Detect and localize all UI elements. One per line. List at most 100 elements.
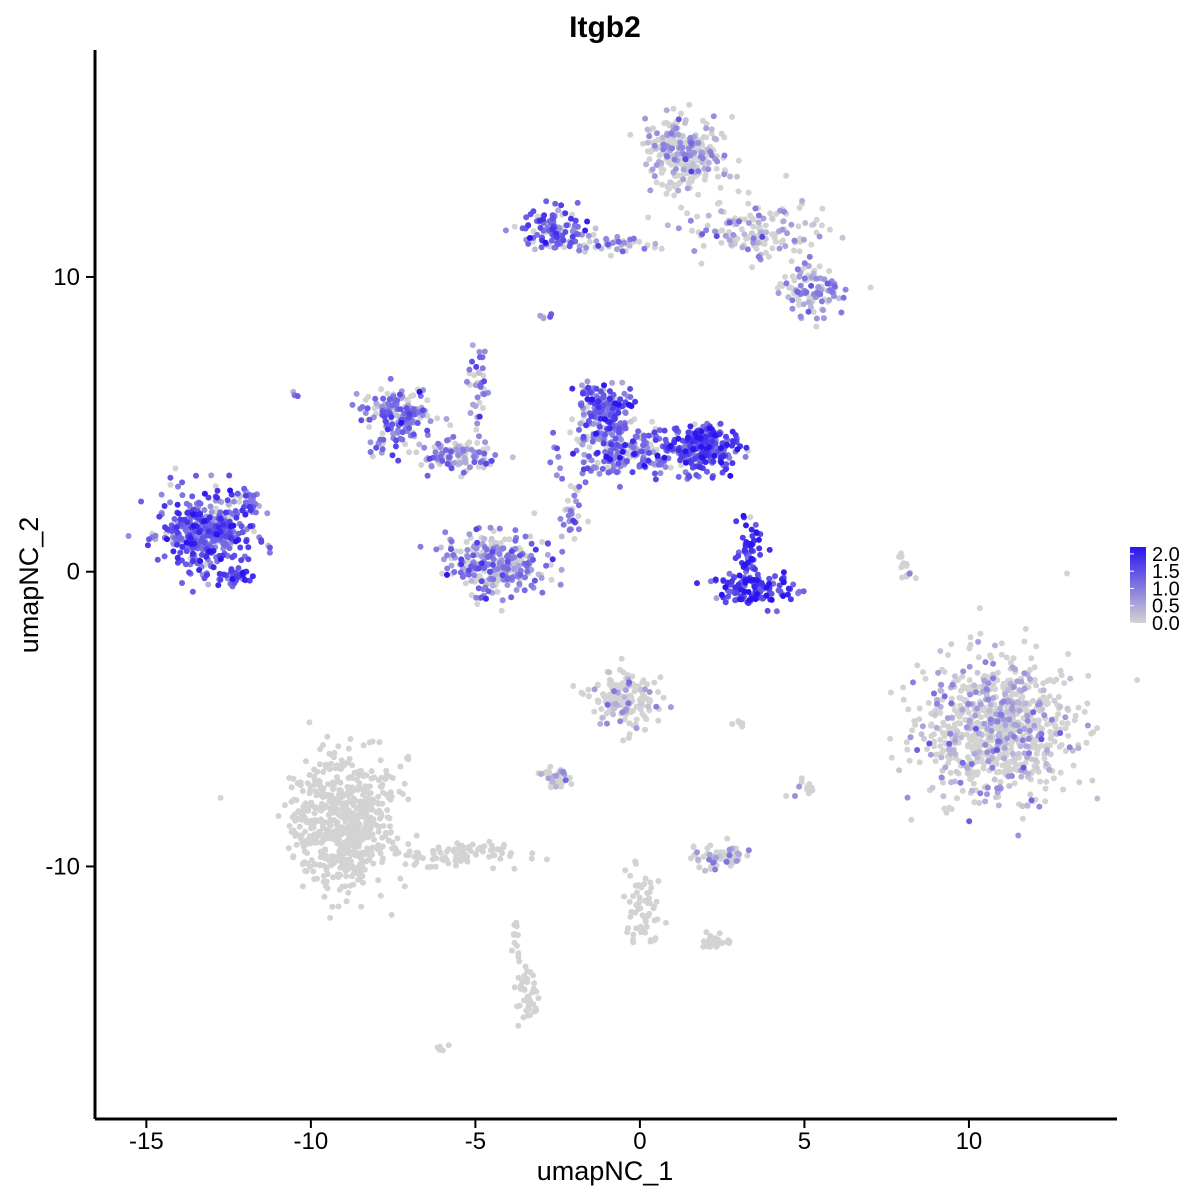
cell-point <box>742 577 749 584</box>
cell-point <box>473 526 480 533</box>
cell-point <box>707 842 714 849</box>
cell-point <box>1015 750 1022 757</box>
cell-point <box>706 856 713 863</box>
cell-point <box>486 838 493 845</box>
cell-point <box>489 561 496 568</box>
cell-point <box>599 714 606 721</box>
cell-point <box>377 850 384 857</box>
cell-point <box>1036 724 1043 731</box>
cell-point <box>370 816 377 823</box>
cell-point <box>384 807 391 813</box>
cell-point <box>596 423 603 430</box>
cell-point <box>641 245 648 252</box>
cell-point <box>567 483 574 489</box>
cell-point <box>695 856 702 863</box>
cell-point <box>410 431 417 438</box>
cell-point <box>1000 698 1007 705</box>
cell-point <box>805 308 812 315</box>
cell-point <box>239 569 246 576</box>
cell-point <box>784 230 791 237</box>
cell-point <box>1051 722 1058 729</box>
cell-point <box>643 161 650 168</box>
cell-point <box>481 348 488 355</box>
cell-point <box>937 648 944 654</box>
cell-point <box>360 791 367 798</box>
cell-point <box>896 767 903 774</box>
cell-point <box>1000 716 1007 723</box>
cell-point <box>611 413 618 420</box>
cell-point <box>480 372 487 379</box>
cell-point <box>327 822 334 829</box>
cell-point <box>775 290 782 297</box>
cell-point <box>397 763 404 770</box>
cell-point <box>654 130 660 137</box>
cell-point <box>330 874 337 881</box>
cell-point <box>465 567 472 574</box>
cell-point <box>933 751 940 758</box>
cell-point <box>718 591 725 598</box>
cell-point <box>525 222 532 229</box>
cell-point <box>677 139 684 146</box>
cell-point <box>610 711 617 718</box>
cell-point <box>986 707 993 714</box>
cell-point <box>768 590 775 597</box>
cell-point <box>808 241 815 248</box>
cell-point <box>504 576 511 583</box>
cell-point <box>968 737 975 744</box>
cell-point <box>226 472 233 479</box>
cell-point <box>995 802 1002 809</box>
cell-point <box>481 378 488 385</box>
cell-point <box>331 782 337 789</box>
cell-point <box>302 838 309 845</box>
cell-point <box>548 237 555 244</box>
cell-point <box>373 444 380 451</box>
cell-point <box>238 557 245 564</box>
cell-point <box>975 743 982 750</box>
cell-point <box>963 724 970 731</box>
cell-point <box>229 576 236 583</box>
cell-point <box>170 548 177 555</box>
cell-point <box>751 566 758 573</box>
cell-point <box>479 405 486 411</box>
cell-point <box>718 130 725 137</box>
cell-point <box>189 493 196 500</box>
cell-point <box>816 263 823 270</box>
cell-point <box>426 455 433 462</box>
cell-point <box>385 773 392 780</box>
cell-point <box>650 905 657 912</box>
cell-point <box>483 460 490 467</box>
cell-point <box>308 857 315 864</box>
cell-point <box>722 599 729 606</box>
cell-point <box>795 301 802 308</box>
cell-point <box>183 500 190 507</box>
cell-point <box>371 774 378 781</box>
cell-point <box>476 354 483 361</box>
cell-point <box>1044 721 1051 728</box>
cell-point <box>161 553 168 560</box>
cell-point <box>576 483 583 490</box>
cell-point <box>700 242 707 249</box>
cell-point <box>989 764 996 771</box>
cell-point <box>217 515 224 522</box>
cell-point <box>636 894 643 901</box>
cell-point <box>965 770 972 777</box>
cell-point <box>239 529 246 536</box>
cell-point <box>984 791 990 798</box>
cell-point <box>594 697 601 704</box>
cell-point <box>591 708 598 715</box>
cell-point <box>952 732 959 739</box>
cell-point <box>508 548 515 555</box>
cell-point <box>687 175 694 182</box>
cell-point <box>538 575 545 581</box>
cell-point <box>667 464 674 471</box>
cell-point <box>782 243 789 250</box>
cell-point <box>966 717 973 724</box>
cell-point <box>1085 672 1092 679</box>
cell-point <box>421 444 428 451</box>
cell-point <box>450 848 457 855</box>
cell-point <box>476 370 482 376</box>
cell-point <box>355 828 362 835</box>
cell-point <box>432 863 439 870</box>
cell-point <box>983 686 990 693</box>
cell-point <box>712 576 719 583</box>
